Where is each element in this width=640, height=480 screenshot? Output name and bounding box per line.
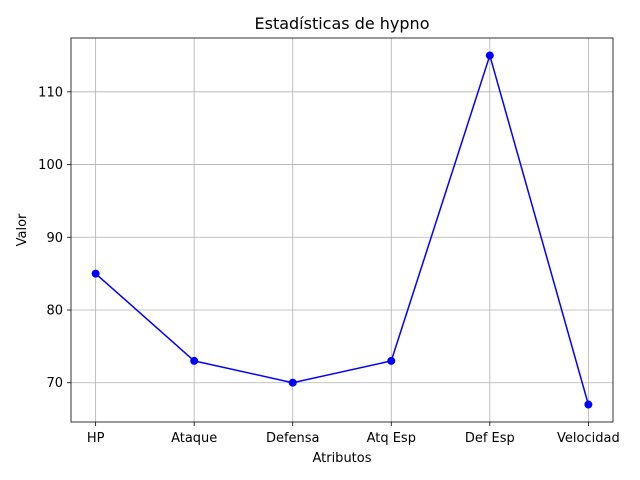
- y-axis-label: Valor: [15, 213, 30, 246]
- x-tick-label: Velocidad: [557, 431, 620, 446]
- data-point: [485, 51, 494, 60]
- x-tick-label: Defensa: [266, 431, 320, 446]
- data-point: [91, 269, 100, 278]
- y-tick-label: 80: [46, 304, 63, 319]
- data-point: [288, 378, 297, 387]
- y-tick-label: 90: [46, 231, 63, 246]
- axes: HP Ataque Defensa Atq Esp Def Esp Velocidad 70…: [38, 37, 620, 446]
- series-layer: [91, 51, 593, 409]
- plot-frame: [70, 37, 614, 423]
- x-tick-label: HP: [87, 431, 105, 446]
- x-tick-label: Atq Esp: [367, 431, 416, 446]
- y-tick-label: 110: [38, 85, 63, 100]
- x-axis-label: Atributos: [312, 451, 371, 466]
- y-tick-label: 70: [46, 376, 63, 391]
- data-point: [387, 356, 396, 365]
- data-point: [584, 400, 593, 409]
- chart-title: Estadísticas de hypno: [255, 14, 430, 33]
- data-point: [190, 356, 199, 365]
- y-tick-label: 100: [38, 158, 63, 173]
- x-tick-label: Ataque: [171, 431, 217, 446]
- grid: [71, 38, 613, 422]
- x-tick-label: Def Esp: [465, 431, 515, 446]
- series-line: [95, 54, 590, 405]
